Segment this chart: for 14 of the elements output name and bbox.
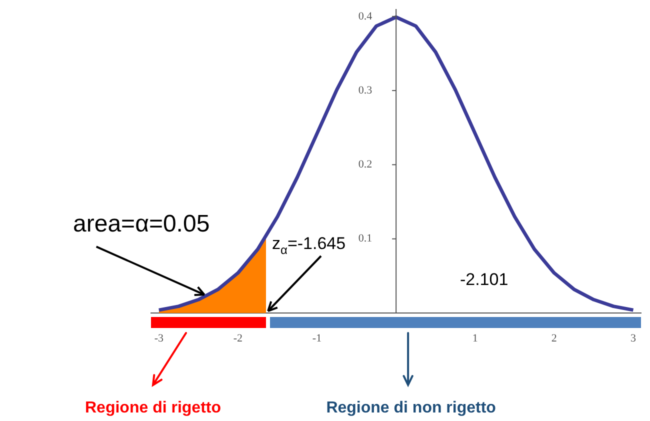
text: Regione di non rigetto xyxy=(326,399,496,416)
y-tick-label: 0.2 xyxy=(358,158,372,171)
x-tick-label: -3 xyxy=(154,332,164,344)
annotation: -2.101 xyxy=(460,270,508,289)
annotation: area=α=0.05 xyxy=(73,210,210,238)
text: Regione di rigetto xyxy=(85,399,222,416)
x-tick-label: 3 xyxy=(630,332,636,344)
y-tick-label: 0.4 xyxy=(358,10,373,22)
x-tick-label: 2 xyxy=(551,332,557,344)
y-tick-label: 0.3 xyxy=(358,84,373,96)
x-tick-label: -2 xyxy=(233,332,243,344)
x-tick-label: 1 xyxy=(472,332,478,344)
y-tick-label: 0.1 xyxy=(358,232,372,245)
x-tick-label: -1 xyxy=(312,332,322,344)
